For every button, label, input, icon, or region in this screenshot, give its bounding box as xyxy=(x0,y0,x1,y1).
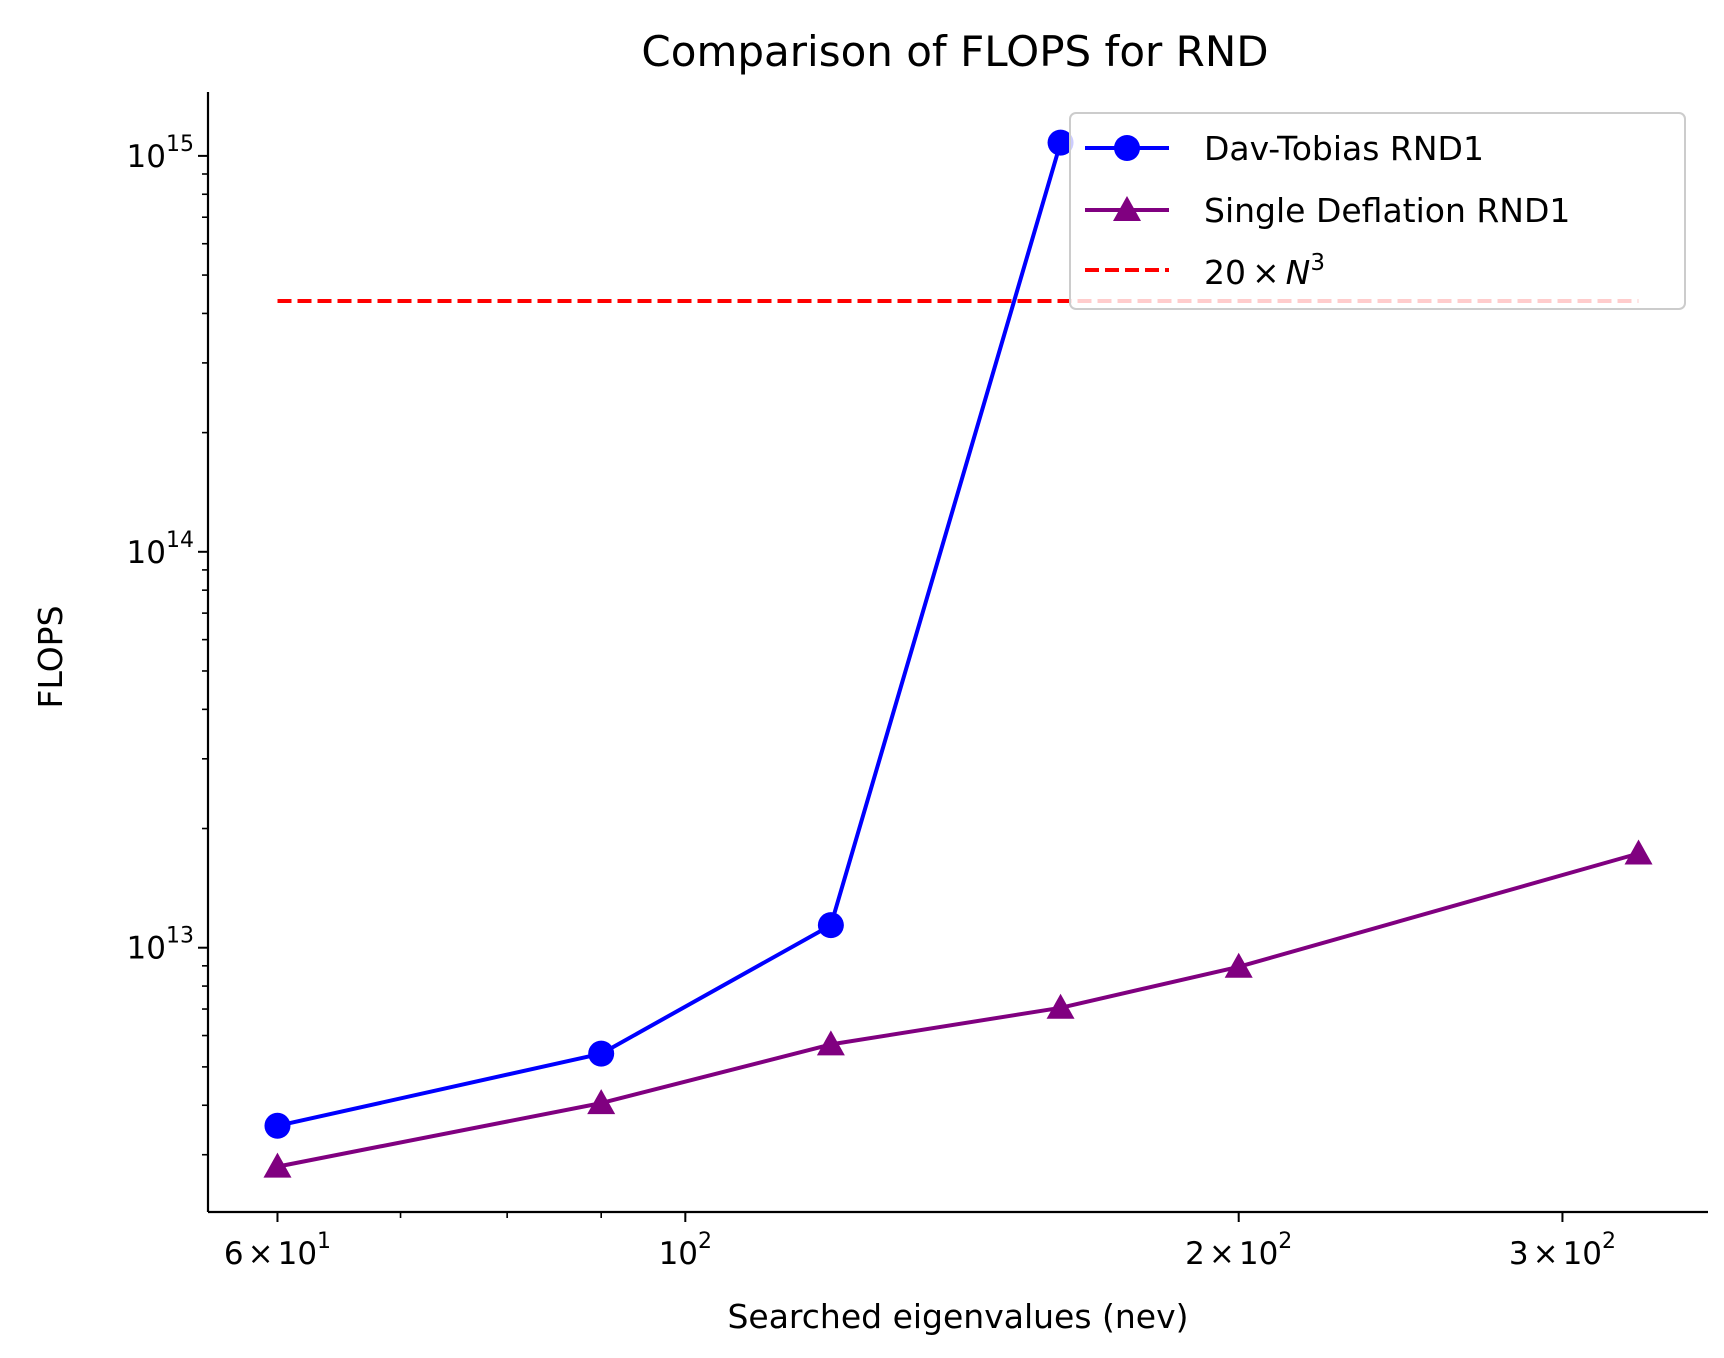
legend-label-reference-times: × xyxy=(1252,253,1280,292)
series-line-single-deflation-rnd1 xyxy=(277,851,1640,1169)
legend-entry-single-deflation: Single Deflation RND1 xyxy=(1085,191,1570,230)
chart-title: Comparison of FLOPS for RND xyxy=(641,27,1268,76)
data-point-single-deflation-rnd1 xyxy=(587,1089,616,1115)
legend-entry-dav-tobias: Dav-Tobias RND1 xyxy=(1085,129,1484,168)
data-point-dav-tobias-rnd1 xyxy=(1047,129,1074,156)
legend-marker-dav-tobias xyxy=(1114,135,1140,161)
series-dav-tobias-rnd1 xyxy=(264,129,1074,1139)
legend-label-reference-coef: 20 xyxy=(1204,253,1246,292)
x-axis-label: Searched eigenvalues (nev) xyxy=(727,1297,1188,1336)
x-tick-label: 102 xyxy=(659,1229,712,1272)
legend-label-dav-tobias: Dav-Tobias RND1 xyxy=(1204,129,1484,168)
data-point-single-deflation-rnd1 xyxy=(263,1152,292,1178)
y-tick-label: 1014 xyxy=(127,528,194,571)
legend: Dav-Tobias RND1 Single Deflation RND1 20… xyxy=(1069,112,1686,310)
legend-frame xyxy=(1069,112,1686,310)
y-tick-exponent: 15 xyxy=(166,132,194,157)
y-tick-exponent: 14 xyxy=(166,528,194,553)
x-tick-times: × xyxy=(248,1236,274,1272)
y-axis-label: FLOPS xyxy=(31,605,70,708)
data-point-dav-tobias-rnd1 xyxy=(588,1040,615,1067)
series-line-dav-tobias-rnd1 xyxy=(277,142,1063,1128)
x-tick-mantissa: 2 xyxy=(1185,1236,1205,1272)
data-point-single-deflation-rnd1 xyxy=(1046,993,1075,1019)
x-tick-label: 6 × 101 xyxy=(224,1229,331,1272)
series-single-deflation-rnd1 xyxy=(263,839,1653,1178)
x-tick-base: 10 xyxy=(278,1236,317,1272)
x-tick-exponent: 2 xyxy=(1602,1229,1616,1254)
data-point-single-deflation-rnd1 xyxy=(1224,952,1253,978)
legend-label-reference-exp: 3 xyxy=(1310,250,1325,276)
y-tick-base: 10 xyxy=(127,535,166,571)
data-point-dav-tobias-rnd1 xyxy=(817,912,844,939)
legend-label-reference-var: N xyxy=(1286,253,1311,292)
data-point-single-deflation-rnd1 xyxy=(816,1030,845,1056)
y-tick-label: 1013 xyxy=(127,924,194,967)
x-tick-exponent: 2 xyxy=(698,1229,712,1254)
x-tick-mantissa: 3 xyxy=(1509,1236,1529,1272)
x-tick-base: 10 xyxy=(1563,1236,1602,1272)
data-point-dav-tobias-rnd1 xyxy=(264,1112,291,1139)
legend-marker-single-deflation xyxy=(1113,196,1141,221)
x-tick-times: × xyxy=(1209,1236,1235,1272)
legend-entry-reference: 20 × N3 xyxy=(1085,250,1325,292)
y-tick-base: 10 xyxy=(127,139,166,175)
x-axis-ticks: 6 × 101 102 2 × 102 3 × 102 xyxy=(224,1212,1616,1272)
x-tick-times: × xyxy=(1533,1236,1559,1272)
y-tick-exponent: 13 xyxy=(166,924,194,949)
x-tick-exponent: 1 xyxy=(317,1229,331,1254)
x-tick-base: 10 xyxy=(1239,1236,1278,1272)
x-tick-exponent: 2 xyxy=(1278,1229,1292,1254)
data-point-single-deflation-rnd1 xyxy=(1624,839,1653,865)
x-tick-label: 3 × 102 xyxy=(1509,1229,1616,1272)
x-tick-mantissa: 6 xyxy=(224,1236,244,1272)
y-tick-base: 10 xyxy=(127,931,166,967)
y-tick-label: 1015 xyxy=(127,132,194,175)
x-tick-base: 10 xyxy=(659,1236,698,1272)
series-layer xyxy=(263,129,1653,1178)
plot-area xyxy=(206,92,1708,1214)
legend-label-single-deflation: Single Deflation RND1 xyxy=(1204,191,1570,230)
legend-label-reference: 20 × N3 xyxy=(1204,250,1325,292)
x-tick-label: 2 × 102 xyxy=(1185,1229,1292,1272)
